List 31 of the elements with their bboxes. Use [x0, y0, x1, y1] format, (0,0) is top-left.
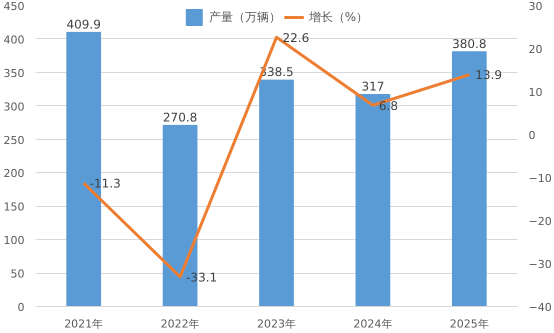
x-tick-label: 2025年 — [450, 318, 489, 330]
y-tick-label: 200 — [4, 167, 25, 180]
data-label: 380.8 — [452, 36, 486, 51]
data-label: 409.9 — [66, 17, 101, 32]
y-tick-label: 300 — [4, 100, 25, 114]
y-tick-label: 0 — [18, 301, 24, 314]
x-tick-label: 2022年 — [160, 318, 200, 330]
y2-tick-label: 30 — [528, 0, 542, 13]
y-tick-label: 50 — [10, 268, 25, 281]
y2-tick-label: −30 — [528, 258, 552, 271]
legend-label: 增长（%） — [308, 8, 368, 26]
x-tick-label: 2023年 — [257, 318, 296, 330]
y-tick-label: 350 — [4, 66, 25, 80]
bar — [259, 80, 294, 306]
x-tick-label: 2024年 — [353, 318, 392, 330]
y-tick-label: 450 — [4, 0, 25, 13]
y2-tick-label: 20 — [528, 43, 542, 56]
data-label: 317 — [361, 79, 384, 94]
y2-tick-label: −40 — [528, 301, 552, 314]
y-tick-label: 100 — [4, 234, 25, 248]
x-tick-label: 2021年 — [64, 318, 104, 330]
y2-tick-label: 0 — [528, 129, 536, 142]
y-tick-label: 150 — [4, 200, 25, 214]
y2-tick-label: −20 — [528, 215, 552, 228]
legend-label: 产量（万辆） — [208, 8, 281, 26]
y2-tick-label: 10 — [528, 86, 542, 99]
y2-tick-label: −10 — [528, 172, 552, 185]
y-tick-label: 250 — [4, 134, 25, 147]
data-label: 270.8 — [162, 110, 198, 124]
data-label: 22.6 — [282, 30, 310, 45]
y-tick-label: 400 — [4, 33, 25, 46]
